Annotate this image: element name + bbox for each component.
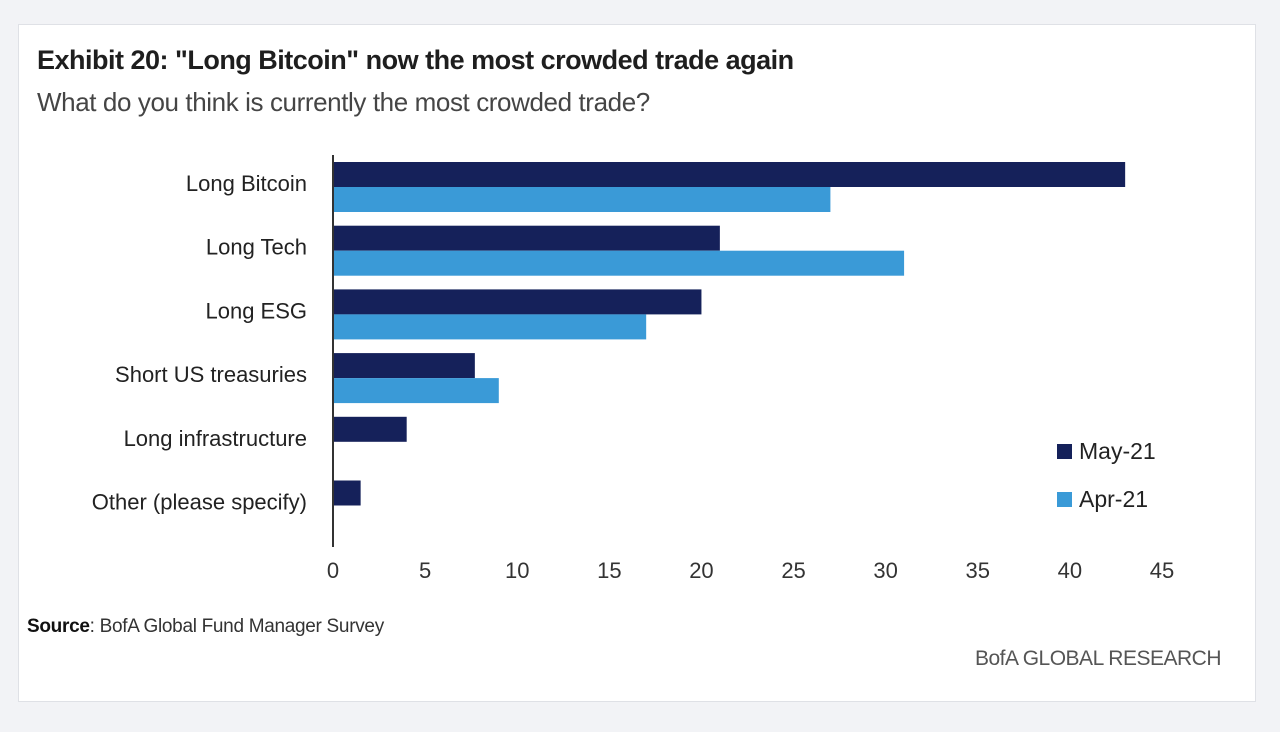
- source-label: Source: [27, 616, 90, 637]
- legend-item-may: May-21: [1057, 427, 1156, 475]
- x-tick-label: 35: [966, 558, 990, 583]
- x-tick-label: 15: [597, 558, 621, 583]
- x-tick-label: 40: [1058, 558, 1082, 583]
- source-note: Source: BofA Global Fund Manager Survey: [27, 616, 384, 638]
- category-label: Short US treasuries: [115, 362, 307, 387]
- brand-label: BofA GLOBAL RESEARCH: [975, 647, 1222, 670]
- chart-subtitle: What do you think is currently the most …: [37, 87, 650, 117]
- legend-label-may: May-21: [1079, 437, 1156, 464]
- bar-apr: [333, 187, 831, 212]
- bar-may: [333, 353, 475, 379]
- x-tick-label: 0: [327, 558, 339, 583]
- x-tick-label: 10: [505, 558, 529, 583]
- category-label: Long ESG: [205, 298, 307, 323]
- legend: May-21 Apr-21: [1057, 427, 1156, 523]
- x-tick-label: 20: [689, 558, 713, 583]
- chart-title: Exhibit 20: "Long Bitcoin" now the most …: [37, 45, 794, 75]
- bar-may: [333, 225, 720, 251]
- bar-apr: [333, 314, 647, 340]
- bar-chart: Long Bitcoin Long Tech Long ESG Short US tr…: [92, 155, 1174, 583]
- bar-apr: [333, 250, 905, 276]
- category-label: Long Tech: [206, 235, 307, 260]
- x-tick-label: 45: [1150, 558, 1174, 583]
- bar-may: [333, 162, 1126, 187]
- x-tick-label: 30: [873, 558, 897, 583]
- category-label: Other (please specify): [92, 490, 307, 515]
- bar-may: [333, 289, 702, 315]
- category-label: Long infrastructure: [124, 426, 307, 451]
- bar-apr: [333, 378, 499, 404]
- x-tick-label: 5: [419, 558, 431, 583]
- legend-swatch-apr: [1057, 491, 1072, 507]
- chart-card: Exhibit 20: "Long Bitcoin" now the most …: [18, 24, 1256, 702]
- bar-may: [333, 480, 361, 506]
- bar-may: [333, 416, 407, 442]
- legend-item-apr: Apr-21: [1057, 475, 1156, 523]
- x-tick-label: 25: [781, 558, 805, 583]
- category-label: Long Bitcoin: [186, 171, 307, 196]
- source-text: : BofA Global Fund Manager Survey: [89, 616, 385, 637]
- legend-label-apr: Apr-21: [1079, 485, 1149, 512]
- legend-swatch-may: [1057, 443, 1072, 459]
